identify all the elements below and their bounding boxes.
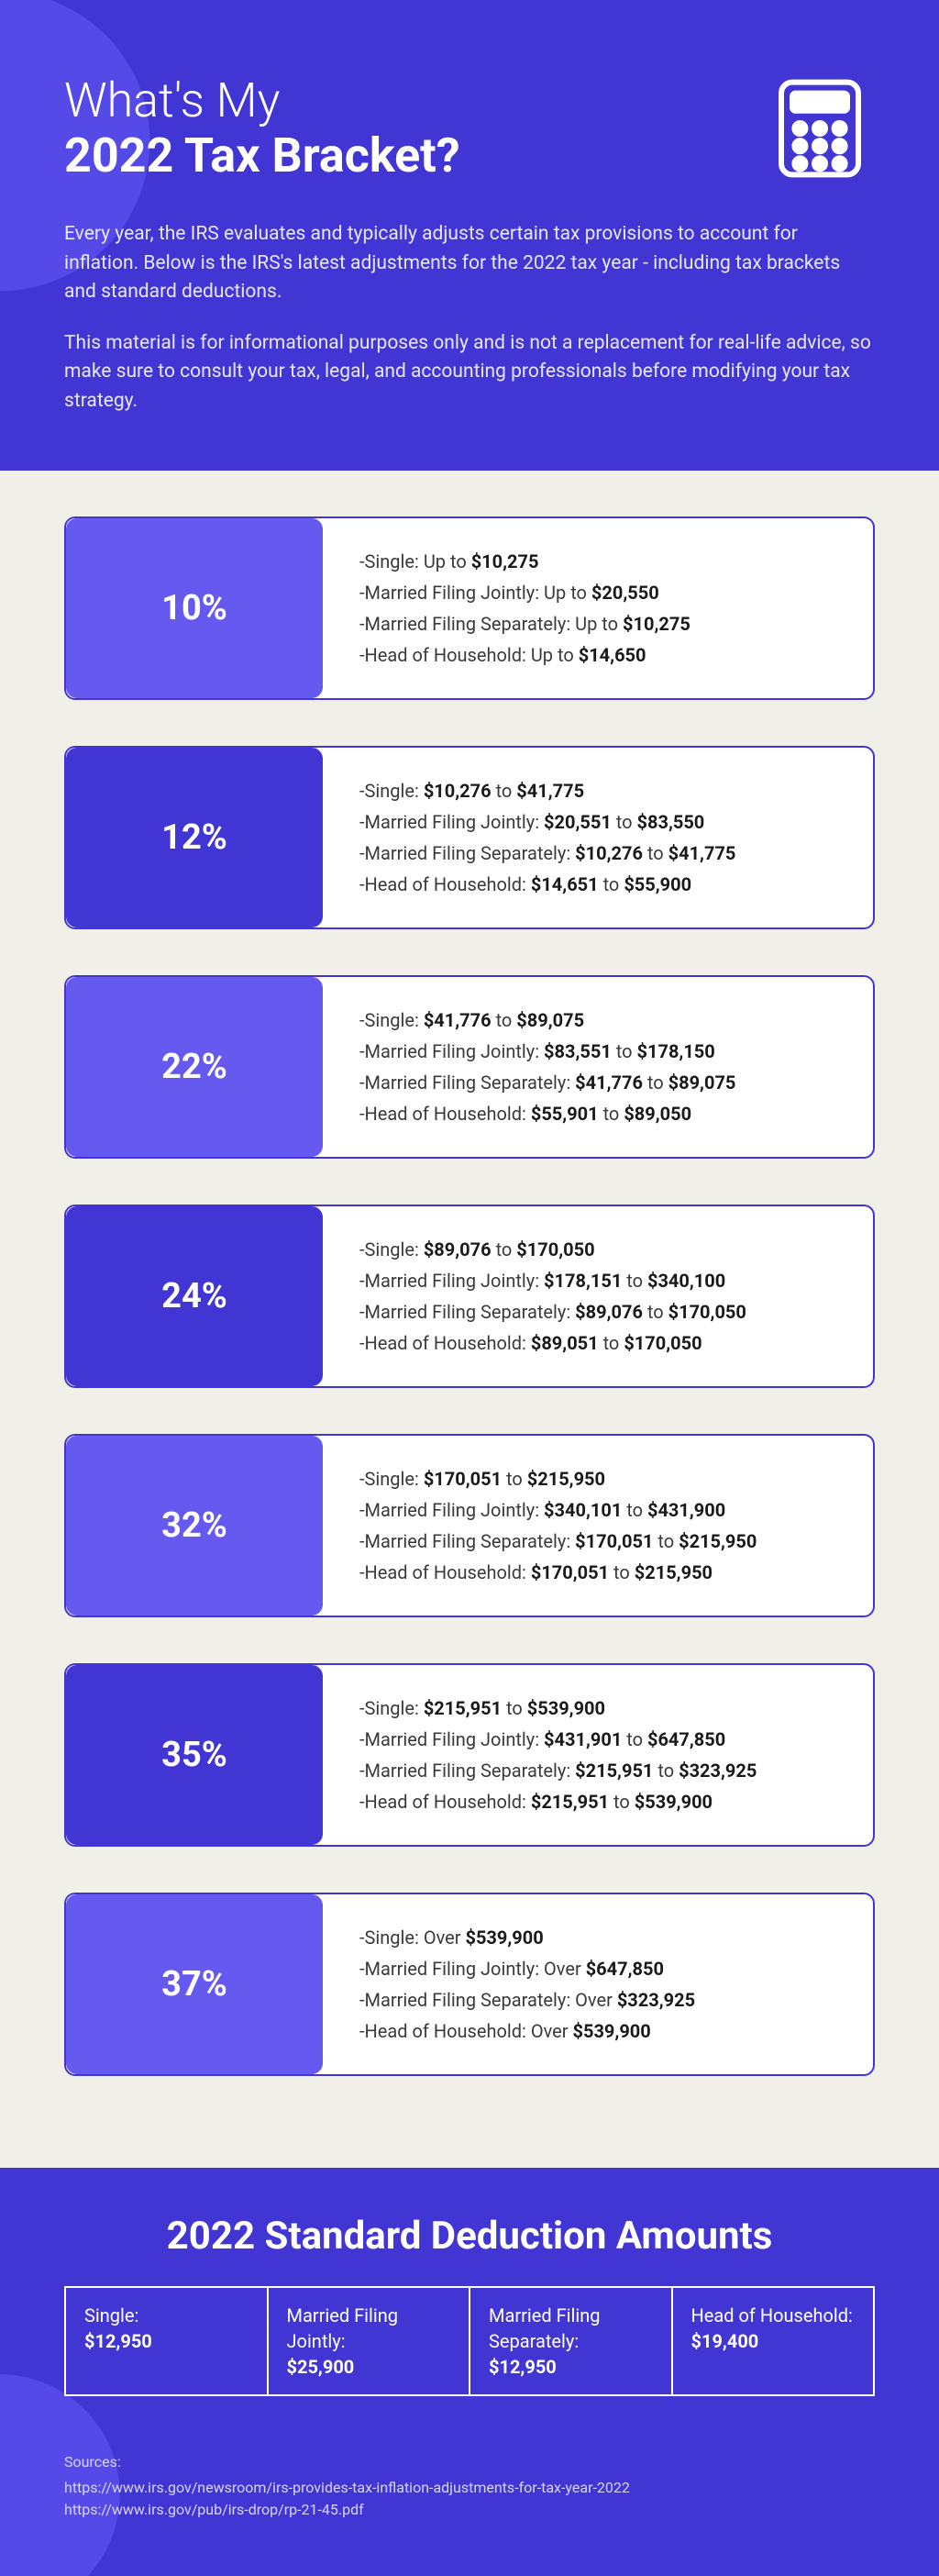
deduction-value: $12,950 [489, 2356, 557, 2378]
bracket-details: -Single: Up to $10,275-Married Filing Jo… [323, 518, 873, 698]
bracket-line: -Married Filing Jointly: Over $647,850 [359, 1953, 836, 1984]
bracket-line: -Head of Household: $55,901 to $89,050 [359, 1098, 836, 1129]
source-line: https://www.irs.gov/newsroom/irs-provide… [64, 2477, 875, 2499]
bracket-percentage: 24% [66, 1206, 323, 1386]
bracket-percentage: 10% [66, 518, 323, 698]
deduction-label: Married Filing Separately: [489, 2303, 653, 2354]
bracket-details: -Single: Over $539,900-Married Filing Jo… [323, 1894, 873, 2074]
bracket-line: -Married Filing Jointly: $431,901 to $64… [359, 1724, 836, 1755]
bracket-line: -Married Filing Separately: $41,776 to $… [359, 1067, 836, 1098]
bracket-row: 37%-Single: Over $539,900-Married Filing… [64, 1893, 875, 2076]
bracket-row: 22%-Single: $41,776 to $89,075-Married F… [64, 975, 875, 1159]
bracket-percentage: 32% [66, 1436, 323, 1616]
deduction-grid: Single:$12,950Married Filing Jointly:$25… [64, 2286, 875, 2396]
bracket-line: -Head of Household: Over $539,900 [359, 2015, 836, 2047]
bracket-percentage: 22% [66, 977, 323, 1157]
bracket-line: -Married Filing Separately: $215,951 to … [359, 1755, 836, 1786]
source-line: https://www.irs.gov/pub/irs-drop/rp-21-4… [64, 2499, 875, 2521]
deduction-label: Head of Household: [691, 2303, 856, 2328]
intro-p1: Every year, the IRS evaluates and typica… [64, 220, 871, 307]
bracket-line: -Single: $41,776 to $89,075 [359, 1005, 836, 1036]
bracket-line: -Single: $215,951 to $539,900 [359, 1693, 836, 1724]
bracket-details: -Single: $215,951 to $539,900-Married Fi… [323, 1665, 873, 1845]
bracket-line: -Head of Household: $170,051 to $215,950 [359, 1557, 836, 1588]
deduction-cell: Single:$12,950 [66, 2288, 269, 2394]
bracket-percentage: 37% [66, 1894, 323, 2074]
bracket-line: -Married Filing Jointly: $178,151 to $34… [359, 1265, 836, 1296]
header: What's My 2022 Tax Bracket? Every year, … [0, 0, 939, 471]
deduction-value: $25,900 [287, 2356, 355, 2378]
bracket-line: -Married Filing Jointly: $20,551 to $83,… [359, 806, 836, 838]
deduction-title: 2022 Standard Deduction Amounts [64, 2214, 875, 2259]
bracket-row: 35%-Single: $215,951 to $539,900-Married… [64, 1663, 875, 1847]
sources-title: Sources: [64, 2451, 875, 2473]
intro-p2: This material is for informational purpo… [64, 329, 871, 416]
deduction-value: $19,400 [691, 2330, 759, 2352]
bracket-line: -Single: Over $539,900 [359, 1922, 836, 1953]
bracket-details: -Single: $10,276 to $41,775-Married Fili… [323, 748, 873, 927]
bracket-percentage: 12% [66, 748, 323, 927]
bracket-details: -Single: $170,051 to $215,950-Married Fi… [323, 1436, 873, 1616]
deduction-cell: Married Filing Jointly:$25,900 [269, 2288, 471, 2394]
bracket-line: -Head of Household: $14,651 to $55,900 [359, 869, 836, 900]
bracket-line: -Married Filing Separately: $89,076 to $… [359, 1296, 836, 1327]
bracket-line: -Married Filing Jointly: $340,101 to $43… [359, 1494, 836, 1526]
bracket-line: -Married Filing Jointly: Up to $20,550 [359, 577, 836, 608]
bracket-line: -Head of Household: Up to $14,650 [359, 639, 836, 671]
bracket-line: -Married Filing Separately: Up to $10,27… [359, 608, 836, 639]
deduction-value: $12,950 [84, 2330, 152, 2352]
brackets-section: 10%-Single: Up to $10,275-Married Filing… [0, 471, 939, 2168]
bracket-row: 32%-Single: $170,051 to $215,950-Married… [64, 1434, 875, 1617]
title-line1: What's My [64, 72, 280, 128]
title-line2: 2022 Tax Bracket? [64, 128, 460, 183]
bracket-details: -Single: $89,076 to $170,050-Married Fil… [323, 1206, 873, 1386]
page-title: What's My 2022 Tax Bracket? [64, 73, 460, 183]
bracket-row: 12%-Single: $10,276 to $41,775-Married F… [64, 746, 875, 929]
calculator-icon [765, 73, 875, 183]
deduction-cell: Head of Household:$19,400 [673, 2288, 874, 2394]
footer: 2022 Standard Deduction Amounts Single:$… [0, 2168, 939, 2576]
bracket-details: -Single: $41,776 to $89,075-Married Fili… [323, 977, 873, 1157]
bracket-row: 10%-Single: Up to $10,275-Married Filing… [64, 516, 875, 700]
bracket-line: -Head of Household: $89,051 to $170,050 [359, 1327, 836, 1359]
bracket-line: -Single: $89,076 to $170,050 [359, 1234, 836, 1265]
bracket-line: -Married Filing Separately: Over $323,92… [359, 1984, 836, 2015]
title-row: What's My 2022 Tax Bracket? [64, 73, 875, 183]
bracket-line: -Head of Household: $215,951 to $539,900 [359, 1786, 836, 1817]
bracket-line: -Married Filing Separately: $170,051 to … [359, 1526, 836, 1557]
bracket-row: 24%-Single: $89,076 to $170,050-Married … [64, 1205, 875, 1388]
bracket-line: -Married Filing Separately: $10,276 to $… [359, 838, 836, 869]
bracket-line: -Single: $10,276 to $41,775 [359, 775, 836, 806]
bracket-line: -Single: $170,051 to $215,950 [359, 1463, 836, 1494]
bracket-percentage: 35% [66, 1665, 323, 1845]
deduction-label: Married Filing Jointly: [287, 2303, 451, 2354]
deduction-cell: Married Filing Separately:$12,950 [470, 2288, 673, 2394]
deduction-label: Single: [84, 2303, 249, 2328]
sources: Sources: https://www.irs.gov/newsroom/ir… [64, 2451, 875, 2521]
intro-text: Every year, the IRS evaluates and typica… [64, 220, 871, 416]
bracket-line: -Married Filing Jointly: $83,551 to $178… [359, 1036, 836, 1067]
bracket-line: -Single: Up to $10,275 [359, 546, 836, 577]
